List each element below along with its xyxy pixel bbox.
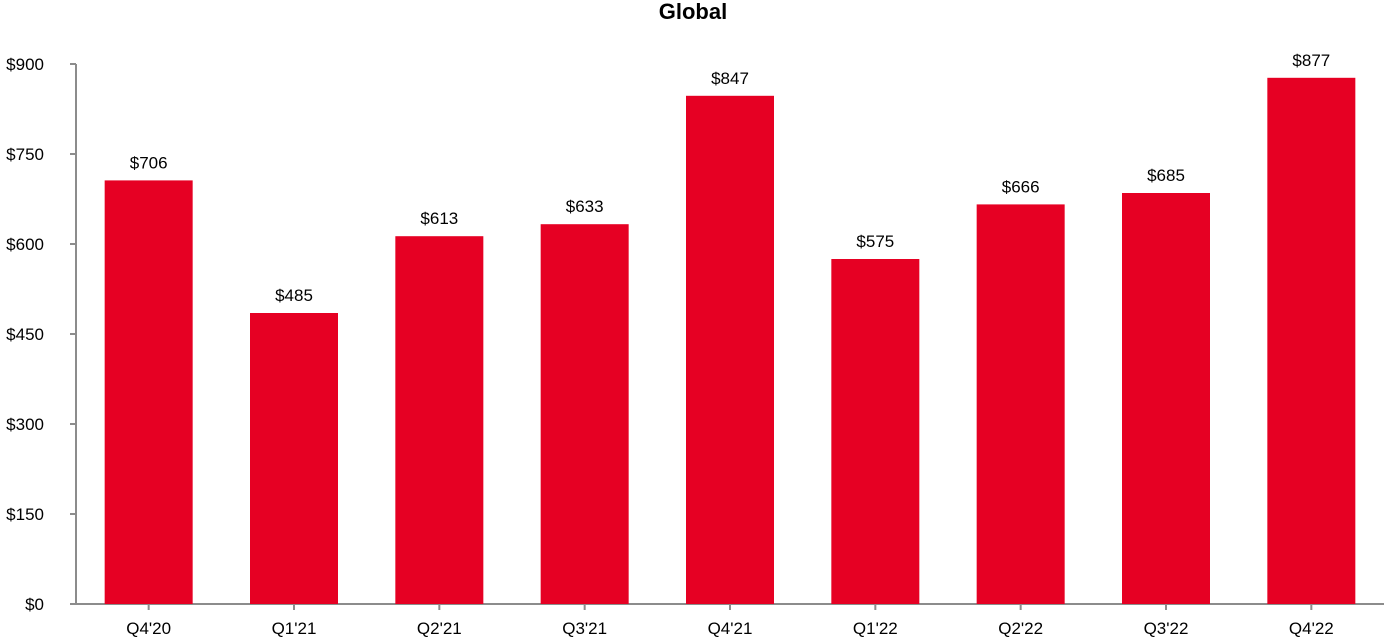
- y-axis: $0 $150 $300 $450 $600 $750 $900: [6, 55, 77, 614]
- x-tick-label: Q4'21: [708, 619, 753, 638]
- y-tick-label: $300: [6, 415, 44, 434]
- y-tick-label: $450: [6, 325, 44, 344]
- y-tick-label: $900: [6, 55, 44, 74]
- data-label: $633: [566, 197, 604, 216]
- x-tick-label: Q4'22: [1289, 619, 1334, 638]
- data-label: $485: [275, 286, 313, 305]
- data-label: $613: [420, 209, 458, 228]
- data-label: $877: [1292, 51, 1330, 70]
- bar: [831, 259, 920, 604]
- x-tick-label: Q4'20: [126, 619, 171, 638]
- data-label: $666: [1002, 177, 1040, 196]
- x-axis: Q4'20 Q1'21 Q2'21 Q3'21 Q4'21 Q1'22 Q2'22 Q3'22…: [76, 603, 1384, 638]
- x-tick-label: Q2'22: [998, 619, 1043, 638]
- y-tick-label: $600: [6, 235, 44, 254]
- y-tick-label: $0: [25, 595, 44, 614]
- y-tick-label: $750: [6, 145, 44, 164]
- x-tick-label: Q3'21: [562, 619, 607, 638]
- data-label: $847: [711, 69, 749, 88]
- data-label: $706: [130, 153, 168, 172]
- bar: [976, 204, 1065, 604]
- bar: [1267, 77, 1356, 605]
- chart-title: Global: [658, 0, 728, 24]
- data-label: $575: [856, 232, 894, 251]
- bar: [395, 236, 484, 604]
- x-tick-label: Q1'22: [853, 619, 898, 638]
- bar: [686, 95, 774, 605]
- bar: [540, 224, 629, 604]
- data-labels: $706 $485 $613 $633 $847 $575 $666 $685 $877: [130, 51, 1330, 305]
- x-tick-label: Q1'21: [272, 619, 317, 638]
- bar: [104, 180, 193, 604]
- bars: [104, 77, 1356, 605]
- bar: [1122, 193, 1210, 604]
- bar: [250, 313, 338, 604]
- data-label: $685: [1147, 166, 1185, 185]
- x-tick-label: Q3'22: [1144, 619, 1189, 638]
- x-tick-label: Q2'21: [417, 619, 462, 638]
- y-tick-label: $150: [6, 505, 44, 524]
